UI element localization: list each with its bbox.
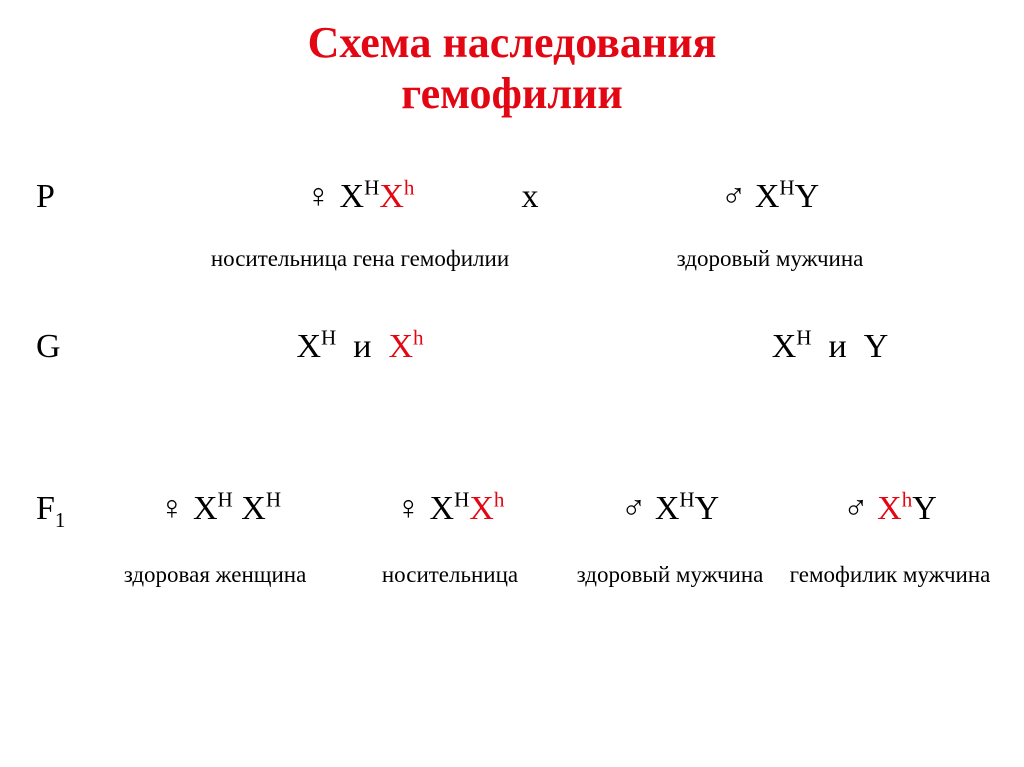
- cross-symbol: x: [500, 178, 560, 216]
- offspring-1-genotype: ♀ XH XH: [159, 490, 281, 527]
- offspring-4-desc: гемофилик мужчина: [770, 562, 1010, 588]
- parent-female: ♀ XHXh: [230, 178, 490, 216]
- parent-female-desc: носительница гена гемофилии: [160, 246, 560, 272]
- offspring-2: ♀ XHXh: [340, 490, 560, 528]
- gametes-female: XH и Xh: [230, 328, 490, 366]
- label-P: P: [36, 178, 55, 216]
- title-line-2: гемофилии: [0, 69, 1024, 120]
- parent-female-genotype: ♀ XHXh: [306, 178, 415, 215]
- gametes-male: XH и Y: [700, 328, 960, 366]
- gametes-male-text: XH и Y: [772, 328, 889, 365]
- offspring-2-genotype: ♀ XHXh: [396, 490, 505, 527]
- gametes-female-text: XH и Xh: [296, 328, 423, 365]
- offspring-1-desc: здоровая женщина: [100, 562, 330, 588]
- parent-male: ♂ XHY: [640, 178, 900, 216]
- diagram-title: Схема наследования гемофилии: [0, 0, 1024, 119]
- offspring-3-genotype: ♂ XHY: [621, 490, 719, 527]
- parent-male-desc: здоровый мужчина: [600, 246, 940, 272]
- parent-male-genotype: ♂ XHY: [721, 178, 819, 215]
- offspring-4: ♂ XhY: [780, 490, 1000, 528]
- title-line-1: Схема наследования: [0, 18, 1024, 69]
- offspring-1: ♀ XH XH: [110, 490, 330, 528]
- label-F1: F1: [36, 490, 65, 528]
- offspring-3: ♂ XHY: [560, 490, 780, 528]
- offspring-4-genotype: ♂ XhY: [843, 490, 937, 527]
- offspring-2-desc: носительница: [340, 562, 560, 588]
- offspring-3-desc: здоровый мужчина: [560, 562, 780, 588]
- label-G: G: [36, 328, 61, 366]
